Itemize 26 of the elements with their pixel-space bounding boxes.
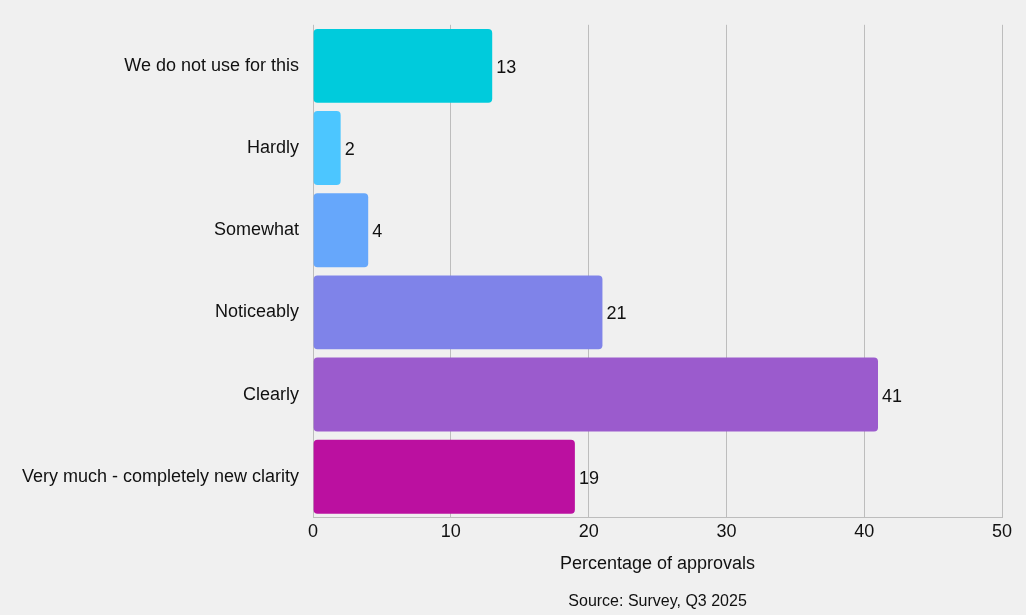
x-tick-label: 40 xyxy=(854,520,875,541)
x-tick-label: 50 xyxy=(991,520,1013,541)
data-label: 19 xyxy=(578,467,599,488)
y-tick-label: Very much - completely new clarity xyxy=(22,465,300,486)
bar xyxy=(313,275,603,350)
bar xyxy=(313,439,575,514)
x-tick-label: 0 xyxy=(308,520,319,541)
bar xyxy=(313,28,493,103)
data-label: 2 xyxy=(344,139,355,160)
x-tick-label: 30 xyxy=(716,520,737,541)
bar xyxy=(313,357,878,432)
data-label: 13 xyxy=(496,56,517,77)
bar xyxy=(313,193,369,268)
y-tick-label: Noticeably xyxy=(215,301,300,322)
bar xyxy=(313,111,341,186)
data-label: 4 xyxy=(372,221,383,242)
data-label: 41 xyxy=(882,385,903,406)
source-note: Source: Survey, Q3 2025 xyxy=(568,592,747,610)
y-tick-label: Clearly xyxy=(243,383,300,404)
data-label: 21 xyxy=(606,303,627,324)
x-tick-label: 10 xyxy=(440,520,461,541)
y-tick-label: Somewhat xyxy=(214,219,300,240)
y-tick-label: Hardly xyxy=(247,137,300,158)
y-tick-label: We do not use for this xyxy=(124,54,300,75)
x-tick-label: 20 xyxy=(578,520,599,541)
x-axis-title: Percentage of approvals xyxy=(559,553,756,574)
